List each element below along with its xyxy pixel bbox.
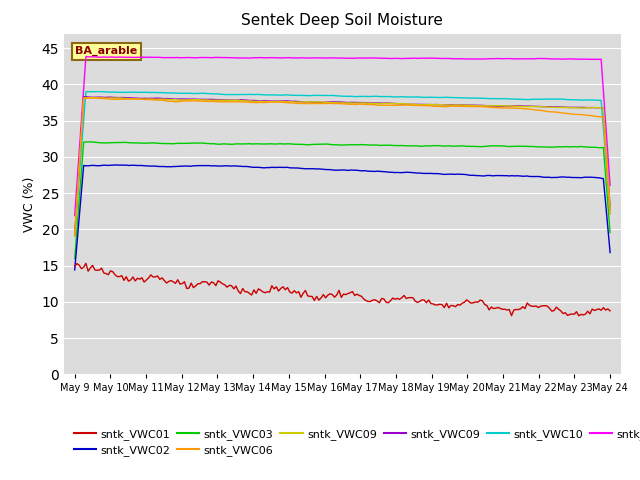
Title: Sentek Deep Soil Moisture: Sentek Deep Soil Moisture [241,13,444,28]
Y-axis label: VWC (%): VWC (%) [23,176,36,232]
Legend: sntk_VWC01, sntk_VWC02, sntk_VWC03, sntk_VWC06, sntk_VWC09, sntk_VWC09, sntk_VWC: sntk_VWC01, sntk_VWC02, sntk_VWC03, sntk… [70,424,640,460]
Text: BA_arable: BA_arable [75,46,138,56]
